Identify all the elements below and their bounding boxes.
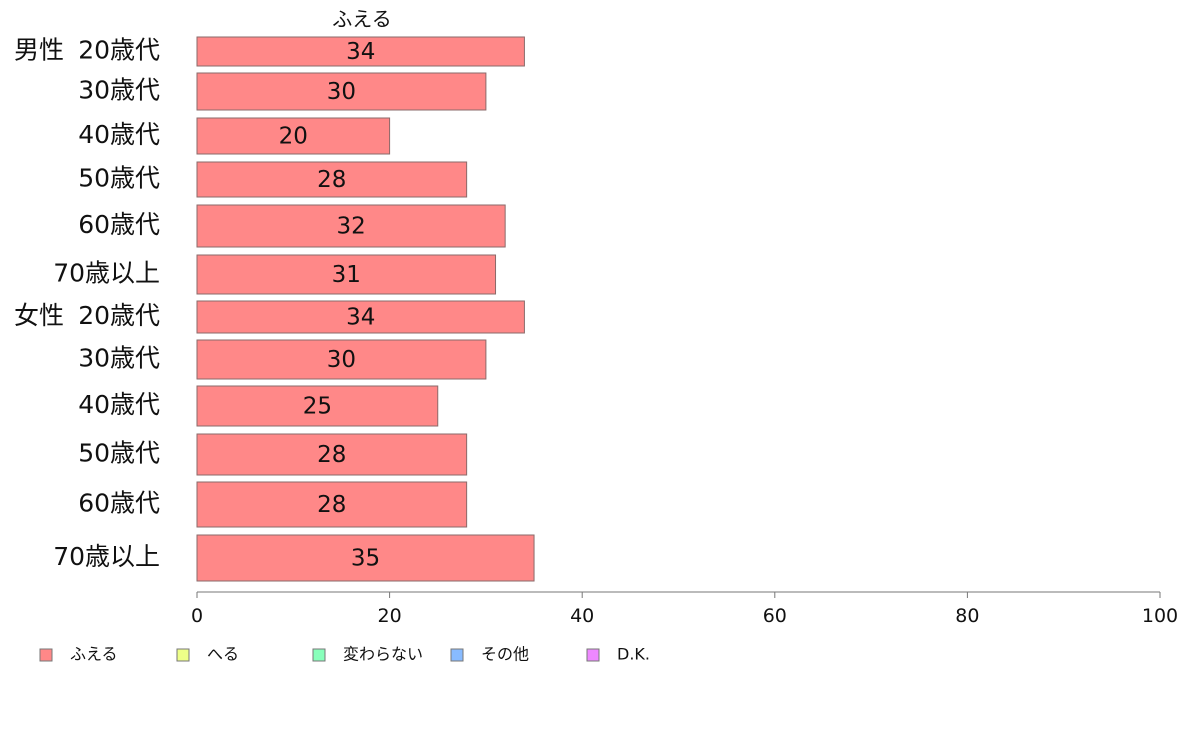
bar	[196, 433, 468, 476]
bar-value-label: 32	[336, 214, 365, 240]
bar-value-label: 20	[279, 124, 308, 150]
x-tick-label: 0	[191, 605, 203, 627]
bar	[196, 534, 535, 582]
bar-value-label: 28	[317, 167, 346, 193]
legend: ふえる へる 変わらない その他 D.K.	[39, 645, 650, 664]
category-label: 20歳代	[78, 301, 160, 330]
bar	[196, 385, 439, 427]
bar	[196, 72, 487, 111]
legend-swatch	[176, 648, 190, 662]
legend-label: 変わらない	[343, 645, 423, 664]
category-label: 50歳代	[78, 164, 160, 193]
category-label: 60歳代	[78, 210, 160, 239]
column-title: ふえる	[332, 7, 391, 31]
category-label: 50歳代	[78, 439, 160, 468]
category-label: 40歳代	[78, 120, 160, 149]
bar	[196, 300, 525, 334]
x-tick-label: 20	[378, 605, 402, 627]
bar	[196, 254, 497, 295]
category-label: 70歳以上	[53, 542, 160, 571]
group-label: 男性	[14, 36, 64, 65]
bar	[196, 481, 468, 528]
bar-value-label: 31	[332, 262, 361, 288]
x-axis: 0 20 40 60 80 100	[191, 591, 1178, 627]
x-tick-label: 40	[570, 605, 594, 627]
bar	[196, 36, 525, 67]
bar-value-label: 34	[346, 39, 375, 65]
bar-value-label: 30	[327, 347, 356, 373]
legend-label: D.K.	[617, 645, 650, 664]
legend-swatch	[39, 648, 53, 662]
group-label: 女性	[14, 301, 64, 330]
bar-value-label: 30	[327, 79, 356, 105]
x-tick-label: 80	[955, 605, 979, 627]
bar-value-label: 34	[346, 305, 375, 331]
x-tick-label: 60	[763, 605, 787, 627]
legend-label: ふえる	[70, 645, 118, 664]
legend-swatch	[586, 648, 600, 662]
bar	[196, 339, 487, 380]
bar-value-label: 28	[317, 442, 346, 468]
bar-value-label: 35	[351, 546, 380, 572]
category-label: 30歳代	[78, 76, 160, 105]
bar	[196, 161, 468, 198]
bar-value-label: 28	[317, 492, 346, 518]
legend-label: その他	[481, 645, 529, 664]
bar	[196, 204, 506, 248]
legend-label: へる	[207, 645, 239, 664]
bar	[196, 117, 391, 155]
bar-value-label: 25	[303, 394, 332, 420]
category-label: 30歳代	[78, 344, 160, 373]
category-label: 60歳代	[78, 489, 160, 518]
legend-swatch	[312, 648, 326, 662]
category-label: 40歳代	[78, 390, 160, 419]
bars: 3420歳代男性3030歳代2040歳代2850歳代3260歳代3170歳以上3…	[14, 36, 535, 582]
category-label: 20歳代	[78, 36, 160, 65]
legend-swatch	[450, 648, 464, 662]
x-tick-label: 100	[1142, 605, 1178, 627]
category-label: 70歳以上	[53, 259, 160, 288]
